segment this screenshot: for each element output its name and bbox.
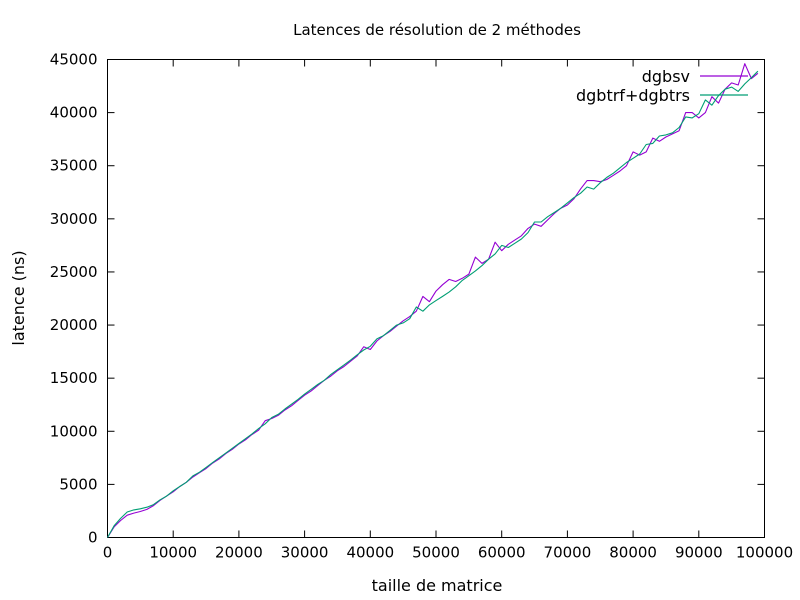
axis-ticks: 0 10000 20000 30000 40000 50000 60000 70000 8000… xyxy=(50,51,793,562)
chart-title: Latences de résolution de 2 méthodes xyxy=(293,21,581,39)
x-tick-label: 80000 xyxy=(609,544,657,562)
x-axis-label: taille de matrice xyxy=(372,576,503,595)
y-tick-label: 25000 xyxy=(50,263,98,281)
y-tick-label: 5000 xyxy=(59,475,97,493)
series-line-dgbsv xyxy=(107,63,759,538)
y-tick-label: 35000 xyxy=(50,157,98,175)
y-tick-label: 0 xyxy=(88,529,98,547)
x-tick-label: 90000 xyxy=(675,544,723,562)
x-tick-label: 30000 xyxy=(281,544,329,562)
y-tick-label: 45000 xyxy=(50,51,98,69)
x-tick-label: 60000 xyxy=(478,544,526,562)
data-series xyxy=(107,63,759,538)
legend: dgbsv dgbtrf+dgbtrs xyxy=(576,67,748,105)
plot-frame xyxy=(107,59,765,538)
y-axis-label: latence (ns) xyxy=(9,250,28,345)
x-tick-label: 10000 xyxy=(149,544,197,562)
legend-label-dgbsv: dgbsv xyxy=(642,67,690,86)
y-tick-label: 15000 xyxy=(50,369,98,387)
y-tick-label: 40000 xyxy=(50,104,98,122)
x-tick-label: 50000 xyxy=(412,544,460,562)
x-tick-label: 20000 xyxy=(215,544,263,562)
x-tick-label: 70000 xyxy=(544,544,592,562)
y-tick-label: 20000 xyxy=(50,316,98,334)
y-tick-label: 10000 xyxy=(50,422,98,440)
x-tick-label: 100000 xyxy=(736,544,793,562)
y-tick-label: 30000 xyxy=(50,210,98,228)
legend-label-dgbtrf-dgbtrs: dgbtrf+dgbtrs xyxy=(576,86,690,105)
x-tick-label: 0 xyxy=(103,544,113,562)
series-line-dgbtrf-dgbtrs xyxy=(107,70,759,538)
x-tick-label: 40000 xyxy=(346,544,394,562)
